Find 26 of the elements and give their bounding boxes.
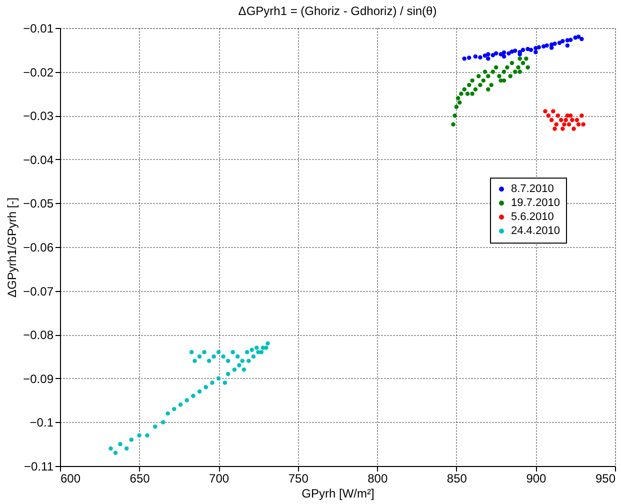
x-tick-label: 700 bbox=[209, 472, 230, 486]
y-tick-label: −0.02 bbox=[23, 65, 54, 80]
y-axis-title: ΔGPyrh1/GPyrh [-] bbox=[5, 197, 20, 298]
y-tick-label: −0.01 bbox=[23, 22, 54, 36]
y-tick-label: −0.07 bbox=[23, 284, 54, 298]
legend-label: 19.7.2010 bbox=[511, 197, 560, 210]
x-tick-label: 950 bbox=[595, 472, 616, 486]
y-tick-label: −0.08 bbox=[23, 328, 54, 342]
x-tick-label: 900 bbox=[526, 472, 547, 486]
y-tick-label: −0.09 bbox=[23, 372, 54, 386]
y-tick-label: −0.06 bbox=[23, 240, 54, 254]
x-axis-title: GPyrh [W/m²] bbox=[302, 486, 374, 500]
chart-title: ΔGPyrh1 = (Ghoriz - Gdhoriz) / sin(θ) bbox=[238, 4, 437, 18]
x-tick-label: 650 bbox=[130, 472, 150, 486]
x-tick-label: 750 bbox=[288, 472, 309, 486]
x-tick-label: 600 bbox=[60, 472, 81, 486]
x-tick-label: 850 bbox=[446, 472, 468, 486]
y-tick-label: −0.05 bbox=[23, 196, 54, 211]
y-tick-label: −0.11 bbox=[24, 460, 54, 474]
legend-label: 8.7.2010 bbox=[511, 183, 554, 196]
y-tick-label: −0.04 bbox=[23, 152, 54, 167]
legend-label: 24.4.2010 bbox=[511, 225, 560, 238]
y-tick-label: −0.1 bbox=[30, 416, 54, 430]
x-tick-label: 800 bbox=[368, 472, 388, 486]
legend-label: 5.6.2010 bbox=[511, 211, 554, 224]
y-tick-label: −0.03 bbox=[23, 109, 54, 124]
